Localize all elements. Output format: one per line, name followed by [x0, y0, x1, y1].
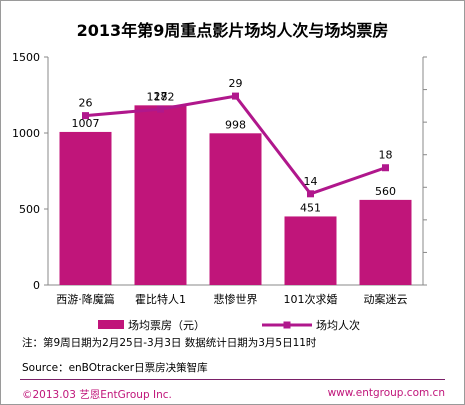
- line-value-label: 18: [379, 149, 393, 162]
- legend-swatch-bar: [98, 320, 124, 329]
- x-tick-label: 101次求婚: [284, 292, 338, 306]
- website-link[interactable]: www.entgroup.com.cn: [327, 387, 445, 399]
- bar-value-label: 560: [375, 185, 396, 198]
- bar: [134, 105, 187, 285]
- bar-value-label: 1182: [147, 90, 175, 103]
- chart-title: 2013年第9周重点影片场均人次与场均票房: [76, 21, 389, 40]
- line-point: [382, 164, 389, 172]
- bar: [209, 133, 262, 285]
- y-tick-label-left: 0: [33, 279, 40, 292]
- line-value-label: 29: [229, 77, 243, 90]
- copyright-text: ©2013.03 艺恩EntGroup Inc.: [22, 389, 172, 401]
- source-text: Source：enBOtracker日票房决策智库: [22, 362, 208, 374]
- bar-value-label: 1007: [72, 117, 100, 130]
- date-note: 注：第9周日期为2月25日-3月3日 数据统计日期为3月5日11时: [22, 337, 317, 349]
- y-tick-label-left: 500: [19, 203, 40, 216]
- bar: [59, 131, 112, 285]
- x-tick-label: 霍比特人1: [135, 292, 186, 306]
- line-point: [157, 105, 164, 113]
- x-tick-label: 动案迷云: [364, 292, 408, 306]
- line-point: [307, 190, 314, 198]
- line-point: [82, 112, 89, 120]
- x-tick-label: 西游·降魔篇: [56, 292, 115, 306]
- legend-label-bar: 场均票房（元）: [128, 318, 205, 332]
- line-value-label: 26: [79, 97, 93, 110]
- x-tick-label: 悲惨世界: [214, 292, 258, 306]
- legend-label-line: 场均人次: [316, 318, 360, 332]
- bar-value-label: 451: [300, 201, 321, 214]
- bar-value-label: 998: [225, 118, 246, 131]
- footer-divider: [20, 379, 445, 380]
- bar: [284, 216, 337, 285]
- y-tick-label-left: 1500: [12, 51, 40, 64]
- line-point: [232, 92, 239, 100]
- legend-marker-line: [283, 321, 291, 329]
- line-value-label: 14: [304, 175, 318, 188]
- line-value-label: 27: [154, 90, 168, 103]
- y-tick-label-left: 1000: [12, 127, 40, 140]
- bar: [359, 199, 412, 285]
